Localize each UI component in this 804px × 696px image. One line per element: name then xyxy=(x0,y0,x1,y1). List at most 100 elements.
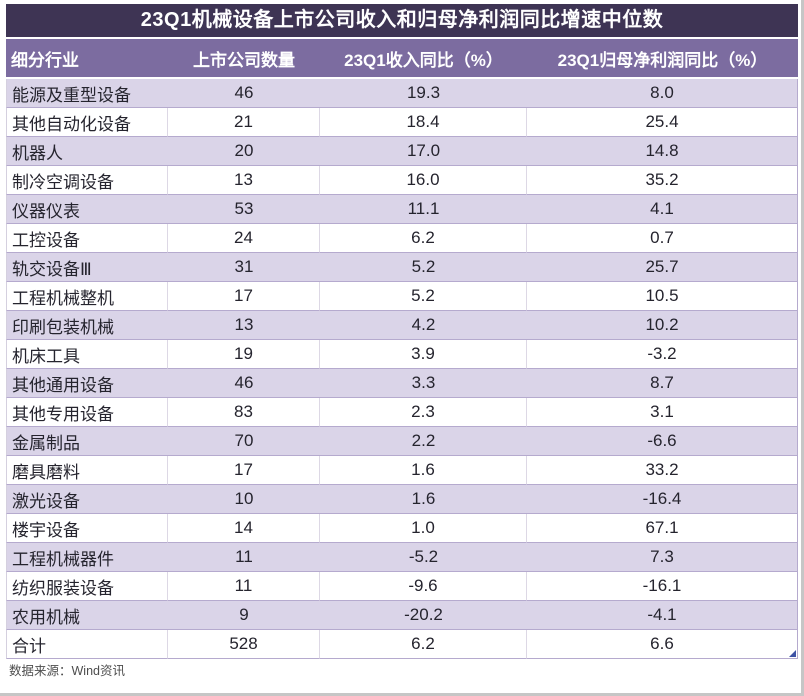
company-count-cell: 46 xyxy=(168,369,320,398)
revenue-yoy-cell: 6.2 xyxy=(320,630,527,659)
table-row: 工程机械整机 17 5.2 10.5 xyxy=(6,282,798,311)
company-count-cell: 20 xyxy=(168,137,320,166)
company-count-cell: 17 xyxy=(168,456,320,485)
company-count-cell: 46 xyxy=(168,79,320,108)
revenue-yoy-cell: 18.4 xyxy=(320,108,527,137)
revenue-yoy-cell: 3.3 xyxy=(320,369,527,398)
table-row: 激光设备 10 1.6 -16.4 xyxy=(6,485,798,514)
table-row: 磨具磨料 17 1.6 33.2 xyxy=(6,456,798,485)
comment-marker-icon xyxy=(789,650,796,657)
industry-cell: 磨具磨料 xyxy=(6,456,168,485)
company-count-cell: 53 xyxy=(168,195,320,224)
table-container: 23Q1机械设备上市公司收入和归母净利润同比增速中位数 细分行业 上市公司数量 … xyxy=(6,4,798,684)
table-header: 细分行业 上市公司数量 23Q1收入同比（%） 23Q1归母净利润同比（%） xyxy=(6,39,798,79)
profit-yoy-cell: -6.6 xyxy=(527,427,798,456)
profit-yoy-cell: 25.7 xyxy=(527,253,798,282)
industry-cell: 工程机械器件 xyxy=(6,543,168,572)
table-row: 轨交设备Ⅲ 31 5.2 25.7 xyxy=(6,253,798,282)
industry-cell: 激光设备 xyxy=(6,485,168,514)
table-row: 工程机械器件 11 -5.2 7.3 xyxy=(6,543,798,572)
profit-yoy-cell: 7.3 xyxy=(527,543,798,572)
industry-cell: 纺织服装设备 xyxy=(6,572,168,601)
revenue-yoy-cell: 2.2 xyxy=(320,427,527,456)
company-count-cell: 21 xyxy=(168,108,320,137)
data-table: 细分行业 上市公司数量 23Q1收入同比（%） 23Q1归母净利润同比（%） 能… xyxy=(6,39,798,659)
industry-cell: 其他专用设备 xyxy=(6,398,168,427)
table-row: 制冷空调设备 13 16.0 35.2 xyxy=(6,166,798,195)
table-row: 纺织服装设备 11 -9.6 -16.1 xyxy=(6,572,798,601)
header-revenue-yoy: 23Q1收入同比（%） xyxy=(320,39,527,79)
industry-cell: 机床工具 xyxy=(6,340,168,369)
revenue-yoy-cell: 4.2 xyxy=(320,311,527,340)
industry-cell: 工控设备 xyxy=(6,224,168,253)
profit-yoy-cell: 0.7 xyxy=(527,224,798,253)
profit-yoy-cell: -4.1 xyxy=(527,601,798,630)
revenue-yoy-cell: -9.6 xyxy=(320,572,527,601)
industry-cell: 仪器仪表 xyxy=(6,195,168,224)
company-count-cell: 83 xyxy=(168,398,320,427)
revenue-yoy-cell: 19.3 xyxy=(320,79,527,108)
industry-cell: 印刷包装机械 xyxy=(6,311,168,340)
industry-cell: 制冷空调设备 xyxy=(6,166,168,195)
table-row: 其他通用设备 46 3.3 8.7 xyxy=(6,369,798,398)
industry-cell: 农用机械 xyxy=(6,601,168,630)
table-row: 印刷包装机械 13 4.2 10.2 xyxy=(6,311,798,340)
table-row: 农用机械 9 -20.2 -4.1 xyxy=(6,601,798,630)
company-count-cell: 31 xyxy=(168,253,320,282)
profit-yoy-cell: 6.6 xyxy=(527,630,798,659)
company-count-cell: 13 xyxy=(168,166,320,195)
table-row: 仪器仪表 53 11.1 4.1 xyxy=(6,195,798,224)
profit-yoy-cell: -16.4 xyxy=(527,485,798,514)
revenue-yoy-cell: 6.2 xyxy=(320,224,527,253)
header-profit-yoy: 23Q1归母净利润同比（%） xyxy=(527,39,798,79)
profit-yoy-cell: 8.0 xyxy=(527,79,798,108)
industry-cell: 机器人 xyxy=(6,137,168,166)
company-count-cell: 11 xyxy=(168,543,320,572)
industry-cell: 其他自动化设备 xyxy=(6,108,168,137)
industry-cell: 楼宇设备 xyxy=(6,514,168,543)
table-row: 工控设备 24 6.2 0.7 xyxy=(6,224,798,253)
revenue-yoy-cell: 17.0 xyxy=(320,137,527,166)
revenue-yoy-cell: -5.2 xyxy=(320,543,527,572)
revenue-yoy-cell: 11.1 xyxy=(320,195,527,224)
company-count-cell: 70 xyxy=(168,427,320,456)
profit-yoy-cell: 33.2 xyxy=(527,456,798,485)
industry-cell: 轨交设备Ⅲ xyxy=(6,253,168,282)
revenue-yoy-cell: 1.6 xyxy=(320,456,527,485)
revenue-yoy-cell: 16.0 xyxy=(320,166,527,195)
revenue-yoy-cell: 1.0 xyxy=(320,514,527,543)
profit-yoy-cell: 25.4 xyxy=(527,108,798,137)
company-count-cell: 11 xyxy=(168,572,320,601)
header-company-count: 上市公司数量 xyxy=(168,39,320,79)
table-row: 其他专用设备 83 2.3 3.1 xyxy=(6,398,798,427)
revenue-yoy-cell: 2.3 xyxy=(320,398,527,427)
company-count-cell: 10 xyxy=(168,485,320,514)
profit-yoy-cell: -3.2 xyxy=(527,340,798,369)
header-industry: 细分行业 xyxy=(6,39,168,79)
table-title: 23Q1机械设备上市公司收入和归母净利润同比增速中位数 xyxy=(6,4,798,37)
table-row: 楼宇设备 14 1.0 67.1 xyxy=(6,514,798,543)
source-note: 数据来源：Wind资讯 xyxy=(9,664,125,678)
company-count-cell: 13 xyxy=(168,311,320,340)
company-count-cell: 24 xyxy=(168,224,320,253)
industry-cell: 金属制品 xyxy=(6,427,168,456)
header-row: 细分行业 上市公司数量 23Q1收入同比（%） 23Q1归母净利润同比（%） xyxy=(6,39,798,79)
table-row: 能源及重型设备 46 19.3 8.0 xyxy=(6,79,798,108)
revenue-yoy-cell: -20.2 xyxy=(320,601,527,630)
profit-yoy-cell: -16.1 xyxy=(527,572,798,601)
company-count-cell: 19 xyxy=(168,340,320,369)
profit-yoy-cell: 67.1 xyxy=(527,514,798,543)
table-row: 金属制品 70 2.2 -6.6 xyxy=(6,427,798,456)
profit-yoy-cell: 8.7 xyxy=(527,369,798,398)
profit-yoy-cell: 4.1 xyxy=(527,195,798,224)
profit-yoy-cell: 10.5 xyxy=(527,282,798,311)
table-body: 能源及重型设备 46 19.3 8.0 其他自动化设备 21 18.4 25.4 机器人 20 17… xyxy=(6,79,798,659)
industry-cell: 合计 xyxy=(6,630,168,659)
revenue-yoy-cell: 3.9 xyxy=(320,340,527,369)
table-row: 其他自动化设备 21 18.4 25.4 xyxy=(6,108,798,137)
industry-cell: 工程机械整机 xyxy=(6,282,168,311)
revenue-yoy-cell: 5.2 xyxy=(320,253,527,282)
revenue-yoy-cell: 1.6 xyxy=(320,485,527,514)
industry-cell: 能源及重型设备 xyxy=(6,79,168,108)
